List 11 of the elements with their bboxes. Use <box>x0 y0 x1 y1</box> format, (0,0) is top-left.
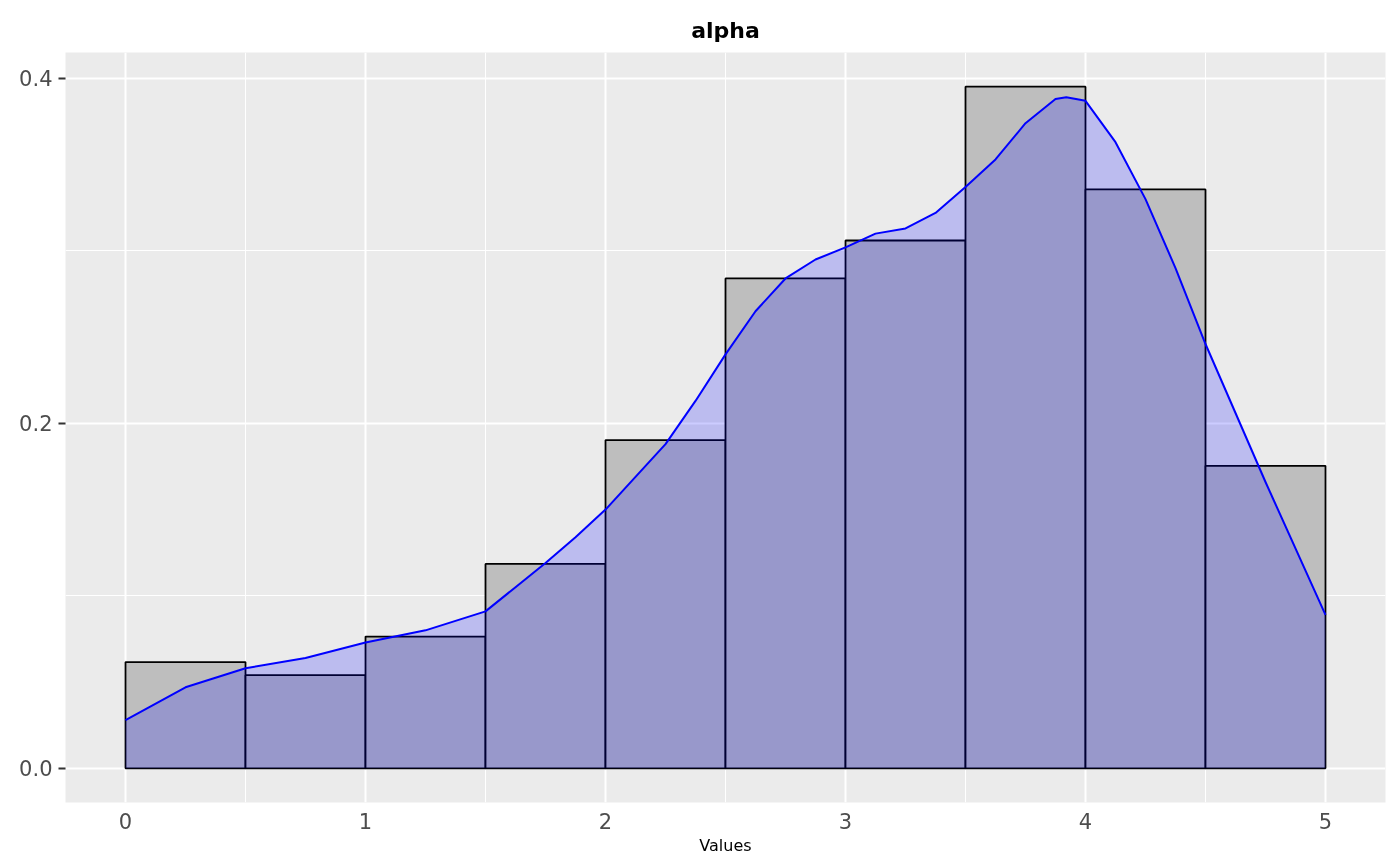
x-tick-label: 3 <box>838 809 853 834</box>
y-tick-label: 0.0 <box>19 757 53 782</box>
chart-title: alpha <box>691 18 760 43</box>
x-tick-label: 0 <box>118 809 133 834</box>
x-axis-title: Values <box>699 835 752 855</box>
x-tick-label: 5 <box>1318 809 1333 834</box>
x-tick-label: 4 <box>1078 809 1093 834</box>
y-tick-label: 0.4 <box>19 67 53 92</box>
y-tick-label: 0.2 <box>19 412 53 437</box>
x-tick-label: 2 <box>598 809 613 834</box>
x-tick-label: 1 <box>358 809 373 834</box>
